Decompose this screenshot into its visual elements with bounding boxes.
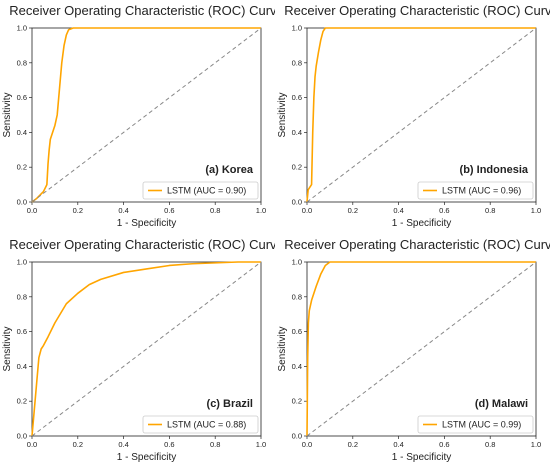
roc-panel-1: Receiver Operating Characteristic (ROC) …	[2, 3, 275, 229]
chance-diagonal-line	[306, 261, 537, 437]
y-tick-label: 0.2	[292, 163, 302, 172]
x-axis-label: 1 - Specificity	[392, 218, 451, 229]
x-tick-label: 0.8	[485, 440, 495, 449]
y-tick-label: 0.4	[17, 362, 27, 371]
y-tick-label: 0.0	[17, 432, 27, 441]
legend-box	[142, 415, 259, 434]
legend-box	[142, 181, 259, 200]
x-tick-label: 0.2	[73, 206, 83, 215]
x-tick-label: 0.8	[485, 206, 495, 215]
y-tick-label: 0.8	[292, 58, 302, 67]
x-tick-label: 0.0	[302, 440, 312, 449]
x-tick-label: 0.4	[393, 440, 403, 449]
roc-panel-2: Receiver Operating Characteristic (ROC) …	[277, 3, 550, 229]
y-tick-label: 0.0	[17, 198, 27, 207]
x-tick-label: 0.8	[210, 206, 220, 215]
chance-diagonal-line	[31, 261, 262, 437]
y-tick-label: 0.2	[292, 397, 302, 406]
y-tick-label: 1.0	[17, 258, 27, 267]
legend-label: LSTM (AUC = 0.88)	[167, 420, 246, 430]
y-tick-label: 0.4	[17, 128, 27, 137]
roc-curve-line	[31, 27, 261, 203]
legend-label: LSTM (AUC = 0.96)	[442, 186, 521, 196]
x-tick-label: 1.0	[531, 440, 541, 449]
legend-label: LSTM (AUC = 0.90)	[167, 186, 246, 196]
y-tick-label: 1.0	[292, 258, 302, 267]
x-tick-label: 0.2	[348, 206, 358, 215]
roc-curve-line	[306, 27, 536, 203]
chance-diagonal-line	[31, 27, 262, 203]
x-tick-label: 0.4	[393, 206, 403, 215]
legend-box	[417, 181, 534, 200]
y-tick-label: 0.6	[17, 327, 27, 336]
x-tick-label: 0.6	[164, 440, 174, 449]
x-axis-label: 1 - Specificity	[392, 452, 451, 463]
x-axis-label: 1 - Specificity	[117, 452, 176, 463]
y-tick-label: 0.6	[292, 327, 302, 336]
y-tick-label: 0.8	[17, 58, 27, 67]
chart-title: Receiver Operating Characteristic (ROC) …	[284, 237, 550, 252]
panel-annotation: (a) Korea	[205, 164, 254, 176]
y-tick-label: 0.8	[17, 292, 27, 301]
plot-frame	[31, 261, 262, 437]
x-tick-label: 0.6	[439, 440, 449, 449]
panel-annotation: (d) Malawi	[475, 398, 528, 410]
x-tick-label: 1.0	[256, 206, 266, 215]
x-tick-label: 0.8	[210, 440, 220, 449]
y-tick-label: 1.0	[292, 24, 302, 33]
y-tick-label: 0.2	[17, 397, 27, 406]
x-tick-label: 0.0	[302, 206, 312, 215]
y-tick-label: 0.6	[17, 93, 27, 102]
y-tick-label: 0.2	[17, 163, 27, 172]
roc-curve-line	[31, 261, 261, 437]
y-tick-label: 0.8	[292, 292, 302, 301]
y-tick-label: 0.0	[292, 198, 302, 207]
x-tick-label: 0.2	[348, 440, 358, 449]
chart-title: Receiver Operating Characteristic (ROC) …	[284, 3, 550, 18]
panel-annotation: (c) Brazil	[207, 398, 253, 410]
y-tick-label: 0.0	[292, 432, 302, 441]
x-tick-label: 1.0	[531, 206, 541, 215]
x-tick-label: 0.4	[118, 206, 128, 215]
x-tick-label: 1.0	[256, 440, 266, 449]
x-tick-label: 0.6	[439, 206, 449, 215]
y-tick-label: 0.4	[292, 362, 302, 371]
y-tick-label: 1.0	[17, 24, 27, 33]
x-tick-label: 0.4	[118, 440, 128, 449]
x-tick-label: 0.2	[73, 440, 83, 449]
x-tick-label: 0.0	[27, 206, 37, 215]
chart-title: Receiver Operating Characteristic (ROC) …	[9, 237, 275, 252]
x-axis-label: 1 - Specificity	[117, 218, 176, 229]
y-axis-label: Sensitivity	[277, 92, 288, 137]
panel-annotation: (b) Indonesia	[460, 164, 529, 176]
roc-curve-line	[306, 261, 536, 437]
roc-panel-3: Receiver Operating Characteristic (ROC) …	[2, 237, 275, 463]
chance-diagonal-line	[306, 27, 537, 203]
y-axis-label: Sensitivity	[2, 92, 13, 137]
x-tick-label: 0.0	[27, 440, 37, 449]
roc-panel-4: Receiver Operating Characteristic (ROC) …	[277, 237, 550, 463]
y-tick-label: 0.6	[292, 93, 302, 102]
y-axis-label: Sensitivity	[2, 326, 13, 371]
x-tick-label: 0.6	[164, 206, 174, 215]
y-axis-label: Sensitivity	[277, 326, 288, 371]
legend-label: LSTM (AUC = 0.99)	[442, 420, 521, 430]
chart-title: Receiver Operating Characteristic (ROC) …	[9, 3, 275, 18]
y-tick-label: 0.4	[292, 128, 302, 137]
legend-box	[417, 415, 534, 434]
